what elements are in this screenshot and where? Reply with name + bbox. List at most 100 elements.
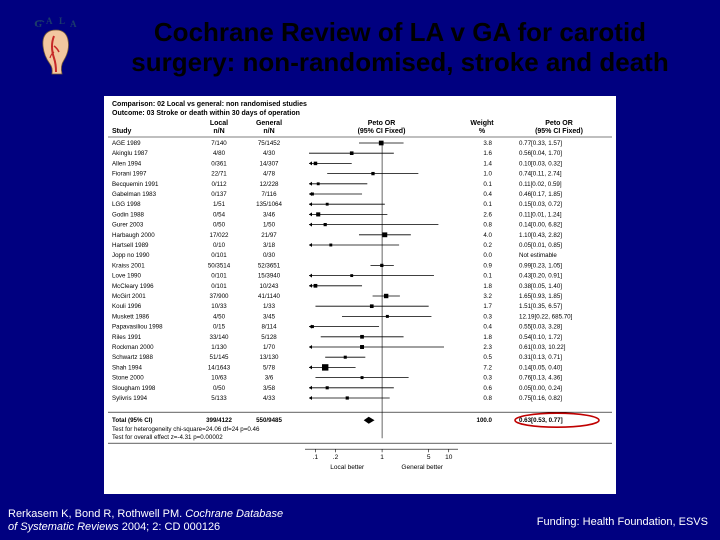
svg-text:0/101: 0/101 (211, 252, 227, 259)
svg-text:17/022: 17/022 (210, 232, 229, 239)
gala-logo: G A L A (28, 16, 84, 78)
svg-text:75/1452: 75/1452 (258, 140, 281, 147)
svg-text:8/114: 8/114 (261, 324, 277, 331)
svg-text:0.55[0.03, 3.28]: 0.55[0.03, 3.28] (519, 324, 562, 331)
svg-text:Akinglu 1987: Akinglu 1987 (112, 150, 148, 157)
svg-text:Kouli 1996: Kouli 1996 (112, 303, 142, 310)
svg-text:0.05[0.01, 0.85]: 0.05[0.01, 0.85] (519, 242, 562, 249)
svg-text:0.38[0.05, 1.40]: 0.38[0.05, 1.40] (519, 283, 562, 290)
svg-text:.1: .1 (313, 454, 319, 461)
svg-text:0.1: 0.1 (483, 181, 492, 188)
svg-text:550/9485: 550/9485 (256, 417, 282, 424)
svg-text:1.8: 1.8 (483, 334, 492, 341)
svg-text:A: A (46, 16, 53, 26)
svg-text:1: 1 (380, 454, 384, 461)
svg-text:0.8: 0.8 (483, 395, 492, 402)
svg-text:Jopp no 1990: Jopp no 1990 (112, 252, 150, 259)
svg-text:n/N: n/N (213, 128, 224, 135)
svg-text:0.61[0.03, 10.22]: 0.61[0.03, 10.22] (519, 344, 566, 351)
svg-text:135/1064: 135/1064 (256, 201, 282, 208)
svg-text:Gabelman 1983: Gabelman 1983 (112, 191, 157, 198)
svg-text:0.14[0.05, 0.40]: 0.14[0.05, 0.40] (519, 364, 562, 371)
citation-journal-2: of Systematic Reviews (8, 521, 119, 533)
svg-text:L: L (59, 16, 65, 26)
svg-text:12.19[0.22, 685.70]: 12.19[0.22, 685.70] (519, 313, 573, 320)
svg-text:0/10: 0/10 (213, 242, 226, 249)
svg-text:100.0: 100.0 (477, 417, 493, 424)
svg-text:3/46: 3/46 (263, 211, 276, 218)
svg-text:399/4122: 399/4122 (206, 417, 232, 424)
svg-text:0/50: 0/50 (213, 222, 226, 229)
svg-text:15/3940: 15/3940 (258, 273, 281, 280)
svg-text:0.4: 0.4 (483, 191, 492, 198)
svg-text:5/133: 5/133 (211, 395, 227, 402)
svg-text:4/30: 4/30 (263, 150, 276, 157)
svg-text:13/130: 13/130 (260, 354, 279, 361)
svg-text:Outcome: 03 Stroke or dea: Outcome: 03 Stroke or death within 30 da… (112, 110, 300, 117)
svg-text:Allen 1994: Allen 1994 (112, 160, 142, 167)
svg-text:37/900: 37/900 (210, 293, 229, 300)
svg-text:0/361: 0/361 (211, 160, 227, 167)
svg-text:4/80: 4/80 (213, 150, 226, 157)
svg-text:1/50: 1/50 (263, 222, 276, 229)
svg-text:Hartsell 1989: Hartsell 1989 (112, 242, 149, 249)
svg-text:McGirt 2001: McGirt 2001 (112, 293, 146, 300)
svg-text:Muskett 1986: Muskett 1986 (112, 313, 150, 320)
citation: Rerkasem K, Bond R, Rothwell PM. Cochran… (8, 508, 283, 534)
svg-text:0.0: 0.0 (483, 252, 492, 259)
svg-text:n/N: n/N (263, 128, 274, 135)
svg-text:0.05[0.00, 0.24]: 0.05[0.00, 0.24] (519, 385, 562, 392)
svg-text:51/145: 51/145 (210, 354, 229, 361)
svg-text:0/54: 0/54 (213, 211, 226, 218)
svg-text:0.11[0.02, 0.59]: 0.11[0.02, 0.59] (519, 181, 562, 188)
svg-text:1/130: 1/130 (211, 344, 227, 351)
svg-text:0/137: 0/137 (211, 191, 227, 198)
svg-text:Local better: Local better (330, 464, 365, 471)
svg-text:Harbaugh 2000: Harbaugh 2000 (112, 232, 155, 239)
svg-text:Local: Local (210, 120, 228, 127)
svg-text:Godin 1988: Godin 1988 (112, 211, 145, 218)
svg-text:0.3: 0.3 (483, 313, 492, 320)
svg-text:0.99[0.23, 1.05]: 0.99[0.23, 1.05] (519, 262, 562, 269)
svg-text:10/243: 10/243 (260, 283, 279, 290)
svg-text:Not estimable: Not estimable (519, 252, 557, 259)
svg-text:AGE 1989: AGE 1989 (112, 140, 141, 147)
svg-text:22/71: 22/71 (211, 171, 227, 178)
svg-text:50/3514: 50/3514 (208, 262, 231, 269)
svg-text:1.0: 1.0 (483, 171, 492, 178)
svg-text:2.3: 2.3 (483, 344, 492, 351)
svg-text:Papavasiliou 1998: Papavasiliou 1998 (112, 324, 163, 331)
svg-text:Peto OR: Peto OR (545, 120, 573, 127)
svg-text:0.46[0.17, 1.85]: 0.46[0.17, 1.85] (519, 191, 562, 198)
svg-text:Stone 2000: Stone 2000 (112, 375, 144, 382)
svg-text:1/33: 1/33 (263, 303, 276, 310)
svg-text:1.51[0.35, 6.57]: 1.51[0.35, 6.57] (519, 303, 562, 310)
svg-text:1/51: 1/51 (213, 201, 226, 208)
svg-text:10/33: 10/33 (211, 303, 227, 310)
svg-text:Becquemin 1991: Becquemin 1991 (112, 181, 159, 188)
slide-title: Cochrane Review of LA v GA for carotid s… (100, 18, 700, 78)
svg-text:1.65[0.93, 1.85]: 1.65[0.93, 1.85] (519, 293, 562, 300)
svg-text:4/50: 4/50 (213, 313, 226, 320)
svg-text:0/101: 0/101 (211, 283, 227, 290)
svg-text:0.8: 0.8 (483, 222, 492, 229)
svg-text:Test for heterogeneity chi-squ: Test for heterogeneity chi-square=24.06 … (112, 426, 260, 433)
svg-text:5/78: 5/78 (263, 364, 276, 371)
svg-text:0.14[0.00, 6.82]: 0.14[0.00, 6.82] (519, 222, 562, 229)
svg-text:0/112: 0/112 (211, 181, 227, 188)
svg-text:0.3: 0.3 (483, 375, 492, 382)
svg-text:0.77[0.33, 1.57]: 0.77[0.33, 1.57] (519, 140, 562, 147)
svg-text:10/63: 10/63 (211, 375, 227, 382)
funding: Funding: Health Foundation, ESVS (537, 516, 708, 528)
svg-text:7/116: 7/116 (261, 191, 277, 198)
svg-text:0.1: 0.1 (483, 201, 492, 208)
svg-text:Comparison: 02 Local vs genera: Comparison: 02 Local vs general: non ran… (112, 101, 307, 108)
svg-text:G: G (35, 19, 42, 29)
svg-text:Fiorani 1997: Fiorani 1997 (112, 171, 147, 178)
svg-text:3.8: 3.8 (483, 140, 492, 147)
svg-text:41/1140: 41/1140 (258, 293, 280, 300)
svg-text:1.10[0.43, 2.82]: 1.10[0.43, 2.82] (519, 232, 562, 239)
svg-text:Riles 1991: Riles 1991 (112, 334, 142, 341)
svg-text:General: General (256, 120, 282, 127)
svg-text:A: A (70, 19, 77, 29)
